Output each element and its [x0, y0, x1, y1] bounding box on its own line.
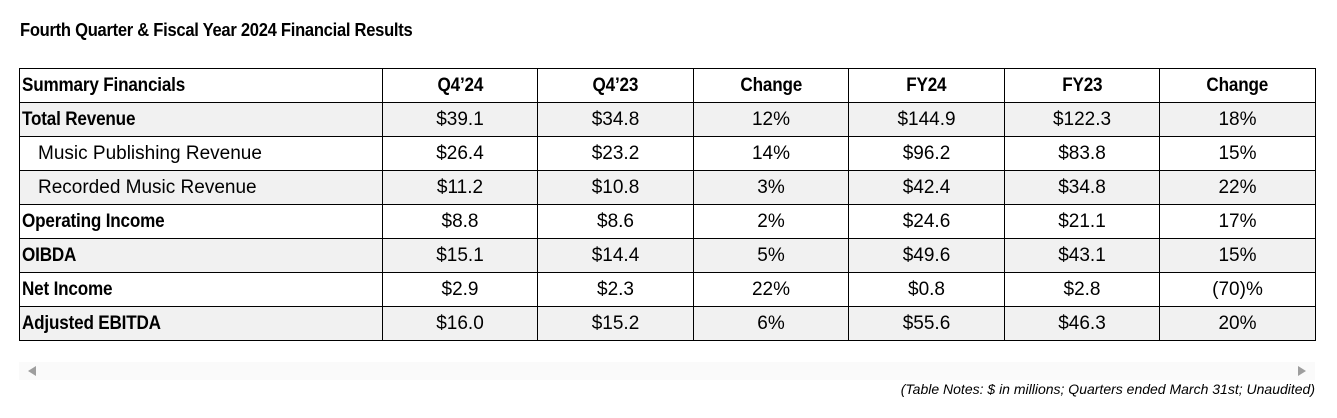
table-cell: $55.6	[848, 306, 1005, 341]
row-label: Music Publishing Revenue	[19, 136, 383, 171]
table-row-oibda: OIBDA $15.1 $14.4 5% $49.6 $43.1 15%	[19, 238, 1316, 273]
table-row-adjusted-ebitda: Adjusted EBITDA $16.0 $15.2 6% $55.6 $46…	[19, 306, 1316, 341]
column-header-fy23: FY23	[1004, 68, 1160, 103]
table-cell: $8.6	[537, 204, 694, 239]
row-label: Net Income	[19, 272, 383, 307]
table-cell: $43.1	[1004, 238, 1160, 273]
table-cell: 6%	[693, 306, 849, 341]
table-row-net-income: Net Income $2.9 $2.3 22% $0.8 $2.8 (70)%	[19, 272, 1316, 307]
table-cell: $122.3	[1004, 102, 1160, 137]
table-cell: $2.3	[537, 272, 694, 307]
column-header-q4-24: Q4’24	[382, 68, 538, 103]
scroll-left-arrow-icon[interactable]	[28, 366, 36, 376]
table-cell: $46.3	[1004, 306, 1160, 341]
table-row-operating-income: Operating Income $8.8 $8.6 2% $24.6 $21.…	[19, 204, 1316, 239]
table-cell: $83.8	[1004, 136, 1160, 171]
table-cell: $34.8	[1004, 170, 1160, 205]
table-cell: $15.2	[537, 306, 694, 341]
row-label: Operating Income	[19, 204, 383, 239]
table-cell: 12%	[693, 102, 849, 137]
table-row-total-revenue: Total Revenue $39.1 $34.8 12% $144.9 $12…	[19, 102, 1316, 137]
table-cell: $2.8	[1004, 272, 1160, 307]
row-label: Adjusted EBITDA	[19, 306, 383, 341]
table-cell: 22%	[1159, 170, 1316, 205]
table-notes: (Table Notes: $ in millions; Quarters en…	[900, 381, 1315, 397]
financial-results-table: Summary Financials Q4’24 Q4’23 Change FY…	[19, 68, 1316, 341]
table-cell: $21.1	[1004, 204, 1160, 239]
column-header-fy24: FY24	[848, 68, 1005, 103]
row-label: Recorded Music Revenue	[19, 170, 383, 205]
table-cell: $42.4	[848, 170, 1005, 205]
horizontal-scrollbar[interactable]	[19, 362, 1315, 380]
table-cell: $16.0	[382, 306, 538, 341]
table-row-recorded-music-revenue: Recorded Music Revenue $11.2 $10.8 3% $4…	[19, 170, 1316, 205]
table-cell: $0.8	[848, 272, 1005, 307]
financial-results-table-container: Summary Financials Q4’24 Q4’23 Change FY…	[19, 68, 1316, 341]
table-cell: 2%	[693, 204, 849, 239]
table-cell: 22%	[693, 272, 849, 307]
page-title: Fourth Quarter & Fiscal Year 2024 Financ…	[20, 20, 413, 40]
table-cell: $14.4	[537, 238, 694, 273]
table-cell: $15.1	[382, 238, 538, 273]
table-cell: 15%	[1159, 136, 1316, 171]
column-header-q4-23: Q4’23	[537, 68, 694, 103]
scroll-right-arrow-icon[interactable]	[1298, 366, 1306, 376]
table-cell: 3%	[693, 170, 849, 205]
table-cell: $10.8	[537, 170, 694, 205]
table-cell: 14%	[693, 136, 849, 171]
table-cell: $11.2	[382, 170, 538, 205]
table-cell: $24.6	[848, 204, 1005, 239]
table-cell: 15%	[1159, 238, 1316, 273]
table-cell: $39.1	[382, 102, 538, 137]
column-header-year-change: Change	[1159, 68, 1316, 103]
table-cell: 5%	[693, 238, 849, 273]
row-label: OIBDA	[19, 238, 383, 273]
table-cell: 17%	[1159, 204, 1316, 239]
table-cell: $34.8	[537, 102, 694, 137]
table-cell: $2.9	[382, 272, 538, 307]
table-cell: $49.6	[848, 238, 1005, 273]
column-header-quarter-change: Change	[693, 68, 849, 103]
table-cell: 18%	[1159, 102, 1316, 137]
row-label: Total Revenue	[19, 102, 383, 137]
table-cell: $8.8	[382, 204, 538, 239]
table-cell: $23.2	[537, 136, 694, 171]
table-cell: $144.9	[848, 102, 1005, 137]
table-cell: (70)%	[1159, 272, 1316, 307]
table-header-row: Summary Financials Q4’24 Q4’23 Change FY…	[19, 68, 1316, 103]
table-cell: $96.2	[848, 136, 1005, 171]
column-header-summary-financials: Summary Financials	[19, 68, 383, 103]
table-row-music-publishing-revenue: Music Publishing Revenue $26.4 $23.2 14%…	[19, 136, 1316, 171]
table-cell: $26.4	[382, 136, 538, 171]
table-cell: 20%	[1159, 306, 1316, 341]
